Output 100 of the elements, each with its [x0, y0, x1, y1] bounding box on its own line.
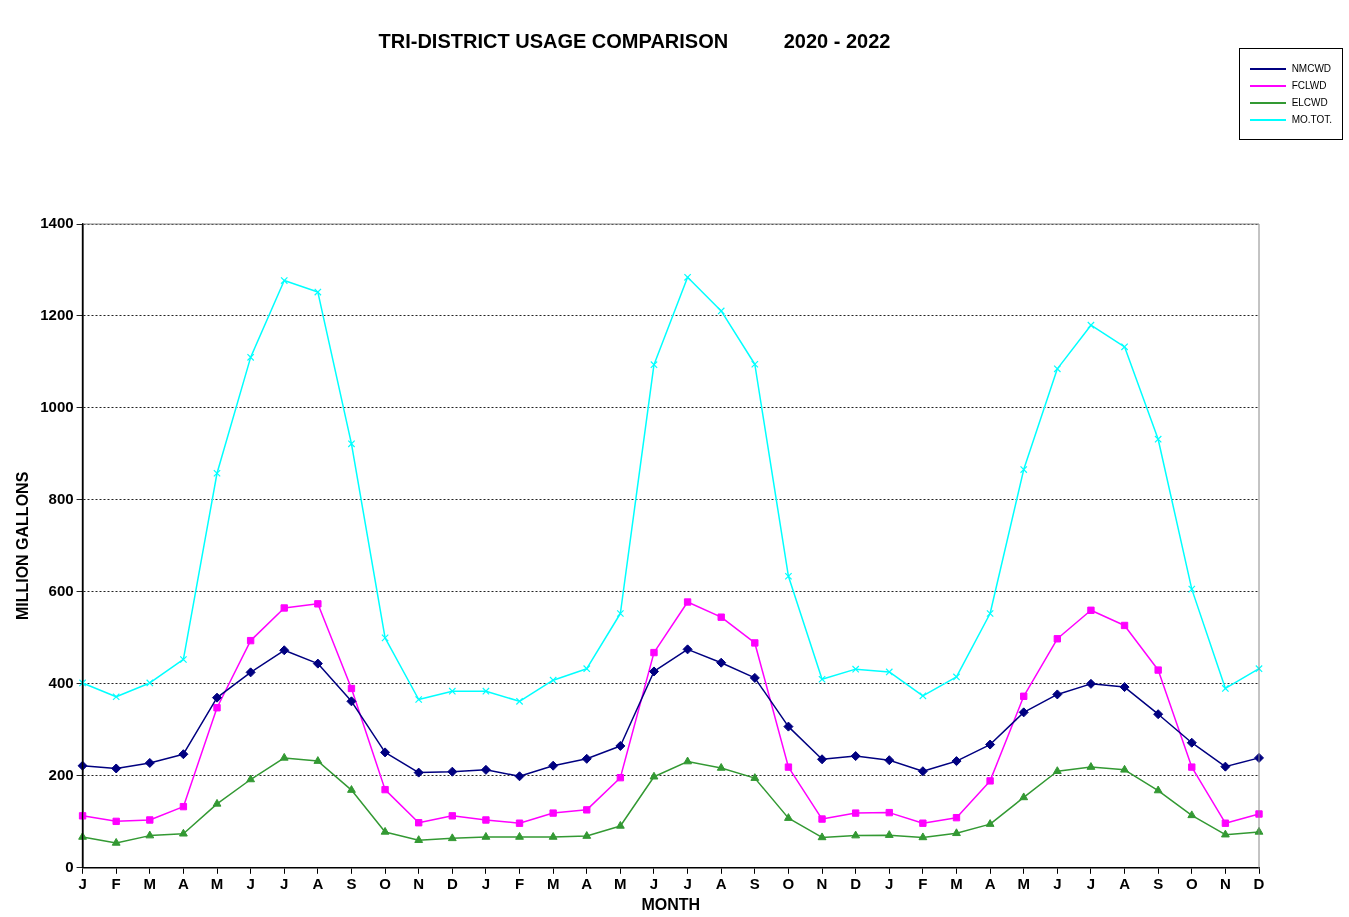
x-tick-label: S [749, 874, 760, 892]
point [212, 692, 223, 703]
point [986, 609, 994, 618]
point [213, 469, 221, 478]
x-tick-label: D [446, 874, 458, 892]
point [750, 773, 760, 781]
point [919, 692, 927, 700]
point [649, 771, 659, 780]
point [1188, 763, 1196, 771]
y-tick-label: 1200 [40, 306, 74, 324]
point [313, 756, 323, 764]
point [280, 604, 288, 612]
point [818, 675, 826, 684]
point [1186, 737, 1197, 748]
point [683, 598, 692, 606]
point [884, 830, 894, 838]
point [582, 664, 591, 673]
point [179, 802, 188, 811]
point [952, 673, 961, 681]
point [885, 808, 893, 817]
point [1255, 664, 1263, 673]
point [213, 704, 221, 712]
legend-label: NMCWD [1291, 63, 1332, 74]
point [246, 636, 255, 645]
point [447, 833, 457, 842]
point [448, 687, 457, 695]
point [1053, 365, 1062, 373]
point [314, 600, 322, 608]
x-tick-label: M [950, 874, 963, 892]
point [447, 766, 458, 777]
x-tick-label: O [379, 874, 392, 892]
x-tick-label: O [782, 874, 795, 892]
point [144, 757, 155, 768]
point [648, 666, 659, 677]
x-tick-label: J [1086, 874, 1096, 892]
point [1087, 321, 1095, 329]
point [380, 826, 390, 835]
point [1052, 766, 1062, 774]
point [414, 835, 424, 843]
point [381, 785, 389, 794]
point [1087, 606, 1095, 614]
point [616, 773, 625, 782]
point [1053, 635, 1062, 643]
x-tick-label: M [143, 874, 157, 892]
point [1119, 682, 1130, 693]
point [480, 764, 491, 775]
x-tick-label: A [177, 874, 189, 892]
point [918, 832, 928, 841]
point [985, 819, 995, 827]
x-tick-label: N [816, 874, 828, 892]
point [1120, 764, 1129, 773]
y-tick-label: 600 [48, 582, 74, 600]
x-tick-label: J [246, 874, 255, 892]
point [682, 644, 693, 655]
point [380, 747, 391, 758]
point [146, 816, 154, 824]
point [650, 648, 658, 657]
point [851, 809, 860, 817]
x-tick-label: J [78, 874, 87, 892]
point [314, 288, 322, 296]
point [1221, 819, 1230, 827]
point [548, 760, 559, 771]
x-tick-label: J [481, 874, 491, 892]
y-tick-label: 400 [48, 674, 74, 691]
point [111, 763, 122, 774]
point [818, 815, 826, 823]
point [817, 754, 828, 765]
point [1153, 709, 1164, 720]
point [1120, 621, 1129, 630]
point [1187, 810, 1197, 819]
y-tick-label: 0 [65, 857, 74, 875]
point [515, 819, 524, 827]
x-tick-label: F [111, 874, 121, 892]
point [548, 831, 558, 840]
point [583, 806, 591, 814]
point [415, 819, 423, 827]
x-tick-label: F [918, 874, 928, 892]
point [1018, 707, 1029, 718]
point [381, 634, 389, 642]
point [717, 307, 725, 315]
x-tick-label: J [1053, 874, 1062, 892]
point [884, 755, 895, 766]
x-tick-label: A [984, 874, 996, 892]
point [146, 679, 154, 687]
point [414, 695, 423, 704]
legend-label: FCLWD [1291, 80, 1327, 91]
point [683, 273, 692, 282]
point [615, 740, 626, 751]
x-tick-label: J [280, 874, 289, 892]
point [986, 777, 994, 785]
point [919, 819, 927, 827]
x-tick-label: O [1185, 874, 1198, 892]
x-tick-label: M [614, 874, 627, 892]
point [1020, 692, 1028, 700]
x-tick-label: A [312, 874, 324, 892]
x-tick-label: M [210, 874, 224, 892]
x-tick-label: S [1153, 874, 1164, 892]
legend-label: ELCWD [1291, 97, 1328, 108]
y-tick-label: 1400 [40, 214, 74, 232]
point [749, 672, 760, 683]
